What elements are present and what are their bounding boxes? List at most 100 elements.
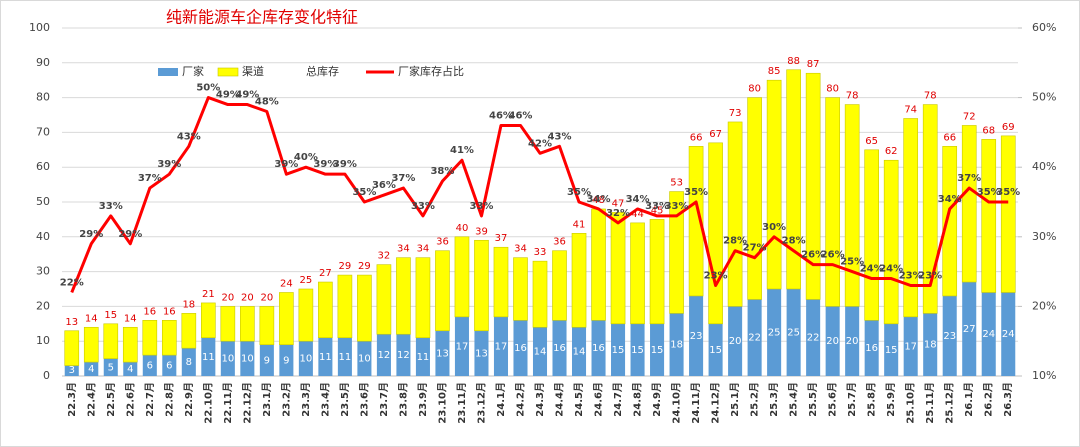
factory-label: 14 bbox=[534, 347, 547, 358]
y2-tick-label: 40% bbox=[1032, 160, 1056, 173]
factory-bar bbox=[845, 306, 860, 376]
y-tick-label: 10 bbox=[36, 334, 50, 347]
ratio-label: 34% bbox=[938, 194, 962, 205]
factory-bar bbox=[689, 295, 704, 376]
factory-label: 20 bbox=[826, 336, 839, 347]
factory-label: 6 bbox=[147, 361, 153, 372]
factory-bar bbox=[337, 337, 352, 376]
y-tick-label: 80 bbox=[36, 91, 50, 104]
channel-bar bbox=[883, 159, 899, 325]
factory-bar bbox=[669, 313, 684, 376]
factory-bar bbox=[279, 344, 294, 376]
factory-bar bbox=[201, 337, 216, 376]
ratio-label: 43% bbox=[177, 131, 201, 142]
total-label: 36 bbox=[553, 237, 566, 248]
ratio-line bbox=[70, 96, 1009, 294]
x-tick-label: 22.5月 bbox=[105, 382, 117, 417]
total-label: 20 bbox=[241, 292, 254, 303]
channel-bar bbox=[396, 257, 411, 335]
channel-bar bbox=[688, 146, 704, 297]
total-label: 34 bbox=[514, 244, 527, 255]
y-tick-label: 20 bbox=[36, 299, 50, 312]
channel-bar bbox=[844, 104, 860, 307]
ratio-label: 34% bbox=[626, 194, 650, 205]
total-label: 87 bbox=[807, 59, 820, 70]
ratio-label: 23% bbox=[704, 271, 728, 282]
ratio-label: 28% bbox=[723, 236, 747, 247]
legend-swatch bbox=[217, 67, 239, 77]
ratio-label: 39% bbox=[157, 159, 181, 170]
channel-bar bbox=[201, 302, 216, 339]
factory-bar bbox=[942, 295, 957, 376]
factory-bar bbox=[474, 330, 489, 376]
x-tick-label: 24.2月 bbox=[514, 382, 526, 417]
factory-label: 25 bbox=[787, 328, 800, 339]
ratio-label: 34% bbox=[587, 194, 611, 205]
factory-label: 16 bbox=[592, 343, 605, 354]
x-tick-label: 25.4月 bbox=[788, 382, 800, 417]
ratio-label: 35% bbox=[977, 187, 1001, 198]
ratio-label: 49% bbox=[235, 90, 259, 101]
factory-label: 10 bbox=[358, 354, 371, 365]
y-tick-label: 50 bbox=[36, 195, 50, 208]
y2-tick-label: 10% bbox=[1032, 369, 1056, 382]
factory-label: 24 bbox=[982, 329, 995, 340]
factory-bar bbox=[84, 362, 99, 376]
y-tick-label: 40 bbox=[36, 230, 50, 243]
channel-bar bbox=[415, 257, 431, 339]
channel-bar bbox=[337, 274, 353, 339]
factory-bar bbox=[708, 323, 723, 376]
legend-label: 厂家库存占比 bbox=[398, 64, 464, 78]
factory-label: 23 bbox=[690, 331, 703, 342]
total-label: 39 bbox=[475, 226, 488, 237]
legend-label: 厂家 bbox=[182, 64, 204, 78]
channel-bar bbox=[747, 97, 762, 300]
total-label: 88 bbox=[787, 56, 800, 67]
x-tick-label: 25.10月 bbox=[905, 382, 917, 424]
x-tick-label: 22.4月 bbox=[85, 382, 97, 417]
x-tick-label: 23.7月 bbox=[378, 382, 390, 417]
x-tick-label: 23.10月 bbox=[436, 382, 448, 424]
factory-bar bbox=[142, 355, 157, 376]
factory-bar bbox=[162, 355, 177, 376]
total-label: 29 bbox=[358, 261, 371, 272]
channel-bar bbox=[727, 121, 743, 307]
channel-bar bbox=[357, 274, 372, 342]
factory-label: 23 bbox=[943, 331, 956, 342]
factory-bar bbox=[806, 299, 821, 376]
channel-bar bbox=[981, 139, 997, 293]
total-label: 67 bbox=[709, 129, 722, 140]
x-tick-label: 22.12月 bbox=[241, 382, 253, 424]
factory-label: 15 bbox=[612, 345, 625, 356]
ratio-label: 37% bbox=[391, 173, 415, 184]
factory-bar bbox=[611, 323, 626, 376]
ratio-label: 35% bbox=[352, 187, 376, 198]
x-tick-label: 23.12月 bbox=[475, 382, 487, 424]
factory-label: 15 bbox=[885, 345, 898, 356]
ratio-label: 23% bbox=[899, 271, 923, 282]
x-tick-label: 23.1月 bbox=[261, 382, 273, 417]
factory-bar bbox=[220, 341, 235, 376]
x-tick-label: 23.2月 bbox=[280, 382, 292, 417]
factory-bar bbox=[513, 320, 528, 376]
ratio-label: 24% bbox=[879, 264, 903, 275]
factory-bar bbox=[962, 282, 977, 376]
channel-bar bbox=[1000, 135, 1016, 293]
factory-label: 13 bbox=[436, 348, 449, 359]
factory-label: 11 bbox=[417, 352, 430, 363]
factory-bar bbox=[181, 348, 196, 376]
x-tick-label: 24.3月 bbox=[534, 382, 546, 417]
factory-label: 16 bbox=[514, 343, 527, 354]
total-label: 68 bbox=[982, 125, 995, 136]
factory-label: 10 bbox=[221, 354, 234, 365]
ratio-label: 39% bbox=[333, 159, 357, 170]
ratio-label: 26% bbox=[821, 250, 845, 261]
factory-label: 5 bbox=[108, 362, 114, 373]
total-label: 66 bbox=[690, 132, 703, 143]
factory-label: 10 bbox=[241, 354, 254, 365]
ratio-label: 35% bbox=[996, 187, 1020, 198]
x-tick-label: 26.3月 bbox=[1002, 382, 1014, 417]
x-tick-label: 25.7月 bbox=[846, 382, 858, 417]
factory-label: 17 bbox=[495, 341, 508, 352]
x-tick-label: 22.9月 bbox=[183, 382, 195, 417]
